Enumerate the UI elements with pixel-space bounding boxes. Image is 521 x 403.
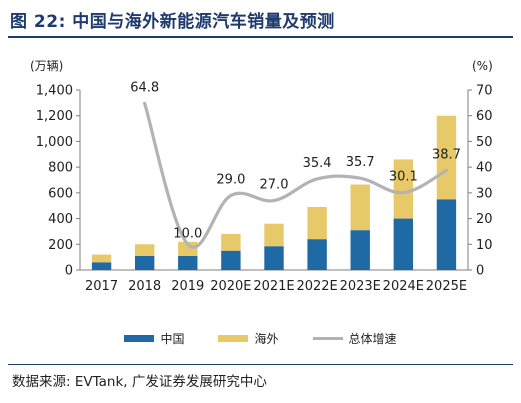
chart-legend: 中国 海外 总体增速 (0, 330, 521, 347)
chart-title: 图 22: 中国与海外新能源汽车销量及预测 (10, 12, 335, 32)
y-right-tick-label: 70 (476, 84, 493, 99)
bar-overseas (178, 241, 198, 256)
bar-overseas (436, 115, 457, 200)
y-left-tick-label: 600 (48, 186, 73, 201)
legend-item-growth: 总体增速 (312, 330, 397, 347)
bar-overseas (134, 244, 155, 256)
bar-overseas (91, 254, 112, 263)
chart-canvas: 0 200 400 600 800 1,000 1,200 1,400 0 10 20 30 40 50 6… (30, 59, 493, 294)
x-tick-label: 2023E (340, 279, 381, 294)
bar-china (393, 218, 414, 270)
y-left-tick-label: 400 (48, 212, 73, 227)
x-tick-label: 2019 (171, 279, 204, 294)
bar-china (221, 250, 241, 270)
x-tick-label: 2024E (383, 279, 424, 294)
legend-label-overseas: 海外 (254, 332, 279, 346)
legend-label-growth: 总体增速 (348, 332, 397, 346)
y-right-unit: (%) (472, 59, 493, 73)
bar-china (307, 239, 327, 270)
growth-data-label: 35.4 (303, 156, 332, 171)
y-left-tick-label: 0 (65, 264, 73, 279)
legend-swatch-overseas (218, 335, 249, 342)
x-tick-label: 2017 (85, 279, 118, 294)
bar-overseas (264, 223, 284, 247)
x-tick-label: 2022E (296, 279, 337, 294)
growth-data-label: 64.8 (130, 80, 159, 95)
growth-data-label: 29.0 (216, 172, 245, 187)
bar-overseas (350, 184, 370, 231)
bar-china (134, 255, 155, 270)
growth-data-label: 35.7 (346, 155, 375, 170)
source-note: 数据来源: EVTank, 广发证券发展研究中心 (12, 374, 267, 390)
y-right-tick-label: 50 (476, 135, 493, 150)
growth-data-label: 30.1 (389, 170, 418, 185)
growth-data-label: 10.0 (173, 226, 202, 241)
bar-overseas (393, 159, 414, 219)
y-left-tick-label: 800 (48, 161, 73, 176)
bar-overseas (221, 234, 241, 251)
source-rule (8, 364, 513, 365)
x-tick-label: 2025E (426, 279, 467, 294)
bar-china (264, 246, 284, 270)
y-left-tick-label: 1,000 (36, 135, 73, 150)
growth-data-label: 27.0 (260, 178, 289, 193)
bar-china (91, 262, 112, 270)
bar-china (178, 255, 198, 270)
y-right-tick-label: 10 (476, 238, 493, 253)
x-tick-label: 2018 (128, 279, 161, 294)
legend-swatch-growth (312, 337, 343, 340)
y-left-tick-label: 200 (48, 238, 73, 253)
bar-china (350, 230, 370, 270)
legend-item-china: 中国 (124, 330, 184, 347)
bar-china (436, 199, 457, 270)
y-right-tick-label: 40 (476, 161, 493, 176)
y-right-tick-label: 60 (476, 109, 493, 124)
legend-label-china: 中国 (160, 332, 185, 346)
y-left-tick-label: 1,200 (36, 109, 73, 124)
x-tick-label: 2021E (253, 279, 294, 294)
bar-overseas (307, 207, 327, 240)
legend-swatch-china (124, 335, 155, 342)
title-rule (8, 36, 513, 38)
y-right-tick-label: 30 (476, 186, 493, 201)
y-right-tick-label: 20 (476, 212, 493, 227)
y-right-tick-label: 0 (476, 264, 484, 279)
x-tick-label: 2020E (210, 279, 251, 294)
y-left-unit: (万辆) (30, 59, 63, 73)
y-left-tick-label: 1,400 (36, 84, 73, 99)
growth-line (143, 101, 449, 249)
growth-data-label: 38.7 (432, 147, 461, 162)
legend-item-overseas: 海外 (218, 330, 279, 347)
